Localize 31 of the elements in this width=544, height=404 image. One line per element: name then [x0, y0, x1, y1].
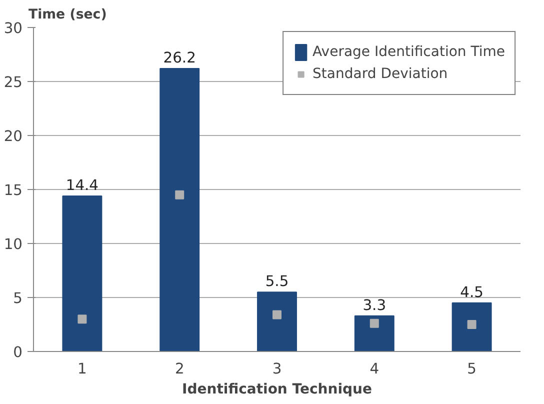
- x-axis-title: Identification Technique: [182, 382, 372, 398]
- legend-label: Average Identification Time: [312, 44, 505, 60]
- x-tick-label: 4: [370, 360, 380, 378]
- bar: [257, 292, 297, 352]
- y-tick-label: 15: [4, 182, 23, 199]
- y-tick-label: 10: [4, 236, 23, 253]
- bar: [354, 315, 394, 352]
- legend-label: Standard Deviation: [312, 66, 448, 82]
- x-tick-label: 3: [272, 360, 282, 378]
- bar: [160, 68, 200, 352]
- y-tick-label: 0: [13, 344, 23, 361]
- point: [467, 320, 476, 329]
- data-label: 14.4: [66, 176, 99, 194]
- point: [370, 318, 379, 328]
- y-tick-label: 25: [4, 74, 23, 91]
- point: [272, 310, 282, 320]
- data-label: 5.5: [265, 273, 289, 290]
- y-tick-label: 5: [13, 290, 23, 307]
- data-label: 26.2: [163, 50, 196, 67]
- bar: [452, 302, 492, 352]
- y-tick-label: 30: [4, 20, 23, 37]
- data-label: 3.3: [362, 296, 386, 314]
- y-tick-label: 20: [4, 128, 23, 145]
- data-label: 4.5: [460, 284, 484, 301]
- x-tick-label: 1: [78, 360, 87, 378]
- x-tick-label: 2: [174, 360, 184, 378]
- x-tick-label: 5: [467, 360, 476, 378]
- point: [78, 314, 87, 324]
- y-axis-title: Time (sec): [28, 8, 107, 22]
- point: [175, 190, 184, 200]
- bar: [62, 195, 102, 352]
